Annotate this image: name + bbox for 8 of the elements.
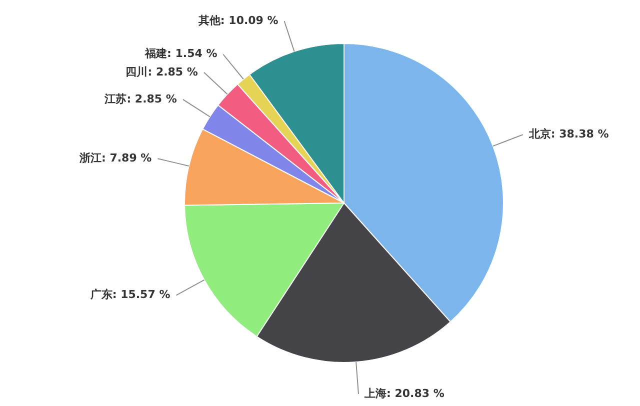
slice-label: 上海: 20.83 % [363,386,444,400]
slice-label: 广东: 15.57 % [89,288,170,302]
slice-label: 北京: 38.38 % [528,127,609,140]
slice-label: 四川: 2.85 % [126,65,198,78]
slice-label: 其他: 10.09 % [197,14,278,27]
slice-label: 浙江: 7.89 % [78,151,152,164]
slice-label: 江苏: 2.85 % [104,92,177,106]
slice-label: 福建: 1.54 % [144,47,218,60]
